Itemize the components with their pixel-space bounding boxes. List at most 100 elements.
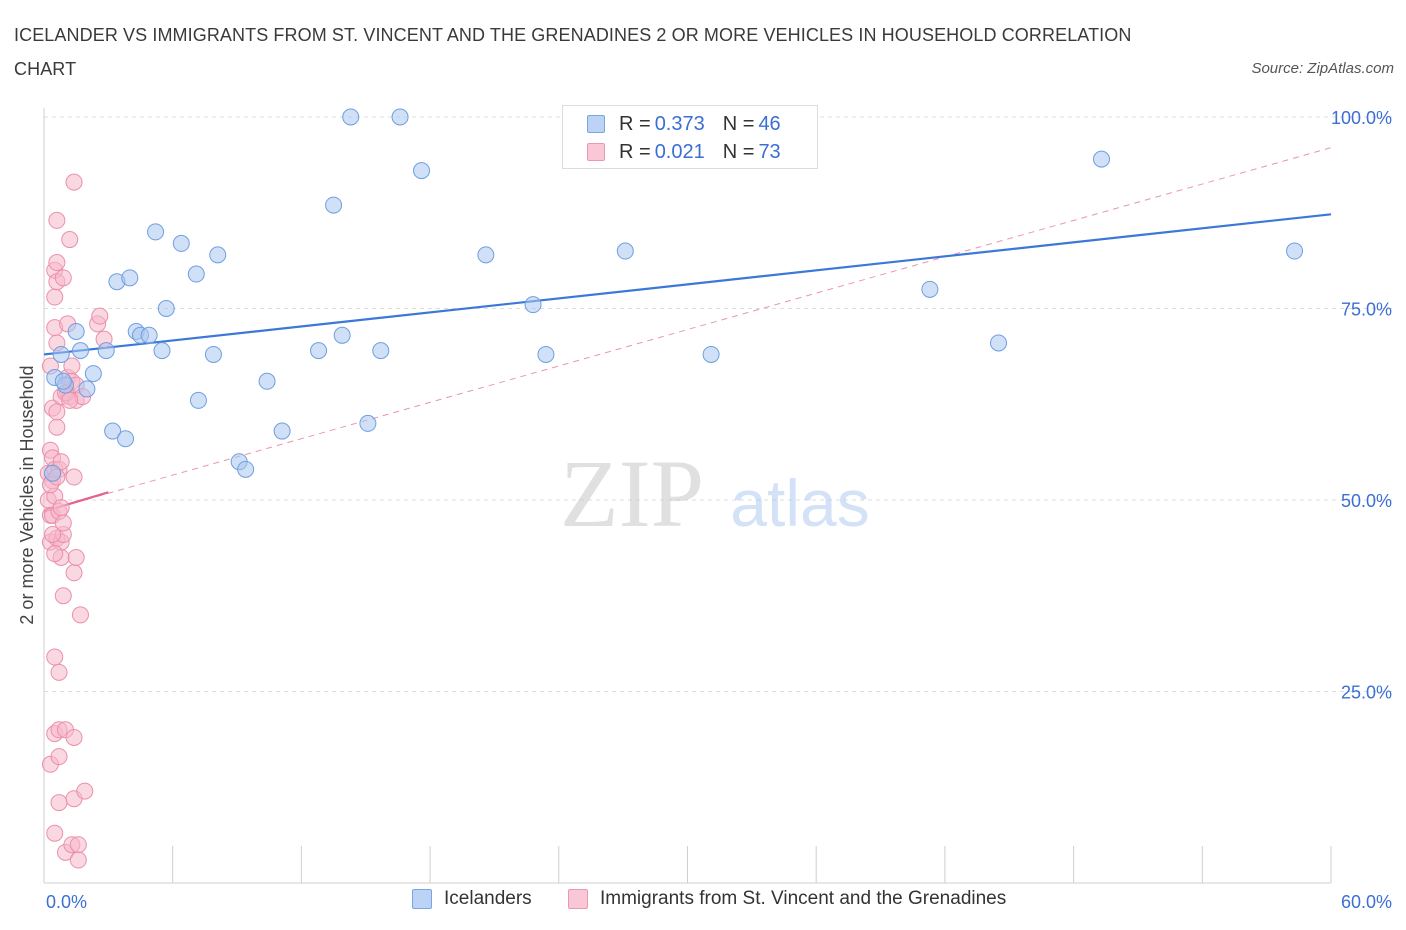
series-legend: Icelanders Immigrants from St. Vincent a… bbox=[0, 888, 1406, 916]
blue-point bbox=[702, 345, 720, 363]
y-tick-label: 50.0% bbox=[1341, 491, 1392, 511]
y-tick-label: 75.0% bbox=[1341, 300, 1392, 320]
pink-point bbox=[65, 173, 83, 191]
blue-point bbox=[537, 345, 555, 363]
blue-point bbox=[209, 246, 227, 264]
r-value: 0.373 bbox=[654, 112, 705, 135]
stats-row-icelanders: R = 0.373 N = 46 bbox=[587, 111, 781, 137]
pink-point bbox=[50, 663, 68, 681]
blue-point bbox=[616, 242, 634, 260]
pink-point bbox=[65, 468, 83, 486]
blue-point bbox=[372, 342, 390, 360]
blue-point bbox=[333, 326, 351, 344]
r-label: R = bbox=[619, 112, 651, 135]
blue-point bbox=[921, 280, 939, 298]
blue-point bbox=[990, 334, 1008, 352]
pink-point bbox=[44, 525, 62, 543]
blue-point bbox=[54, 372, 72, 390]
blue-point bbox=[104, 422, 122, 440]
x-tick-label: 0.0% bbox=[46, 892, 87, 912]
blue-point bbox=[189, 391, 207, 409]
blue-point bbox=[413, 162, 431, 180]
pink-point bbox=[48, 211, 66, 229]
blue-point bbox=[44, 464, 62, 482]
blue-point bbox=[258, 372, 276, 390]
pink-point bbox=[52, 499, 70, 517]
blue-point bbox=[84, 365, 102, 383]
r-label: R = bbox=[619, 140, 651, 163]
blue-point bbox=[359, 414, 377, 432]
label-layer: 25.0% 50.0% 75.0% 100.0% 0.0% 60.0% 2 or more … bbox=[17, 108, 1392, 912]
source-label: Source: ZipAtlas.com bbox=[1251, 60, 1394, 77]
legend-label: Immigrants from St. Vincent and the Gren… bbox=[600, 888, 1007, 909]
x-tick-label: 60.0% bbox=[1341, 892, 1392, 912]
blue-point bbox=[524, 296, 542, 314]
blue-swatch bbox=[412, 889, 432, 909]
pink-point bbox=[67, 548, 85, 566]
blue-point bbox=[67, 322, 85, 340]
blue-point bbox=[477, 246, 495, 264]
pink-point bbox=[50, 794, 68, 812]
blue-point bbox=[121, 269, 139, 287]
pink-point bbox=[71, 606, 89, 624]
blue-point bbox=[391, 108, 409, 126]
pink-point bbox=[65, 728, 83, 746]
n-label: N = bbox=[722, 112, 755, 135]
legend-label: Icelanders bbox=[444, 888, 532, 909]
watermark: ZIP atlas bbox=[560, 440, 870, 547]
pink-point bbox=[91, 307, 109, 325]
pink-trend-extension bbox=[43, 147, 1332, 512]
pink-point bbox=[46, 288, 64, 306]
r-value: 0.021 bbox=[654, 140, 705, 163]
blue-point bbox=[147, 223, 165, 241]
y-tick-label: 25.0% bbox=[1341, 683, 1392, 703]
pink-point bbox=[48, 418, 66, 436]
blue-point bbox=[273, 422, 291, 440]
stats-row-immigrants: R = 0.021 N = 73 bbox=[587, 139, 781, 165]
points-layer bbox=[39, 108, 1304, 869]
blue-point bbox=[172, 234, 190, 252]
pink-point bbox=[61, 231, 79, 249]
blue-point bbox=[117, 430, 135, 448]
pink-swatch bbox=[587, 143, 605, 161]
blue-point bbox=[342, 108, 360, 126]
y-axis-title: 2 or more Vehicles in Household bbox=[17, 365, 37, 624]
pink-point bbox=[76, 782, 94, 800]
pink-point bbox=[48, 254, 66, 272]
pink-point bbox=[46, 824, 64, 842]
n-value: 73 bbox=[758, 140, 781, 163]
pink-point bbox=[46, 545, 64, 563]
blue-trend-line bbox=[43, 213, 1332, 356]
pink-swatch bbox=[568, 889, 588, 909]
pink-point bbox=[54, 587, 72, 605]
blue-point bbox=[52, 345, 70, 363]
stats-legend: R = 0.373 N = 46 R = 0.021 N = 73 bbox=[562, 105, 818, 169]
n-label: N = bbox=[722, 140, 755, 163]
blue-swatch bbox=[587, 115, 605, 133]
blue-point bbox=[1286, 242, 1304, 260]
pink-point bbox=[54, 514, 72, 532]
watermark-atlas: atlas bbox=[730, 466, 869, 540]
pink-point bbox=[54, 269, 72, 287]
pink-point bbox=[46, 648, 64, 666]
blue-point bbox=[71, 342, 89, 360]
pink-point bbox=[48, 403, 66, 421]
pink-point bbox=[69, 851, 87, 869]
legend-item-icelanders[interactable]: Icelanders bbox=[412, 888, 532, 910]
chart-title: ICELANDER VS IMMIGRANTS FROM ST. VINCENT… bbox=[14, 25, 1132, 79]
pink-point bbox=[50, 748, 68, 766]
legend-item-immigrants[interactable]: Immigrants from St. Vincent and the Gren… bbox=[568, 888, 1006, 910]
blue-point bbox=[97, 342, 115, 360]
y-tick-label: 100.0% bbox=[1331, 108, 1392, 128]
blue-point bbox=[153, 342, 171, 360]
pink-point bbox=[61, 391, 79, 409]
blue-point bbox=[187, 265, 205, 283]
blue-point bbox=[140, 326, 158, 344]
blue-point bbox=[1092, 150, 1110, 168]
watermark-zip: ZIP bbox=[560, 440, 704, 547]
blue-point bbox=[325, 196, 343, 214]
pink-point bbox=[65, 564, 83, 582]
blue-point bbox=[78, 380, 96, 398]
blue-point bbox=[237, 460, 255, 478]
